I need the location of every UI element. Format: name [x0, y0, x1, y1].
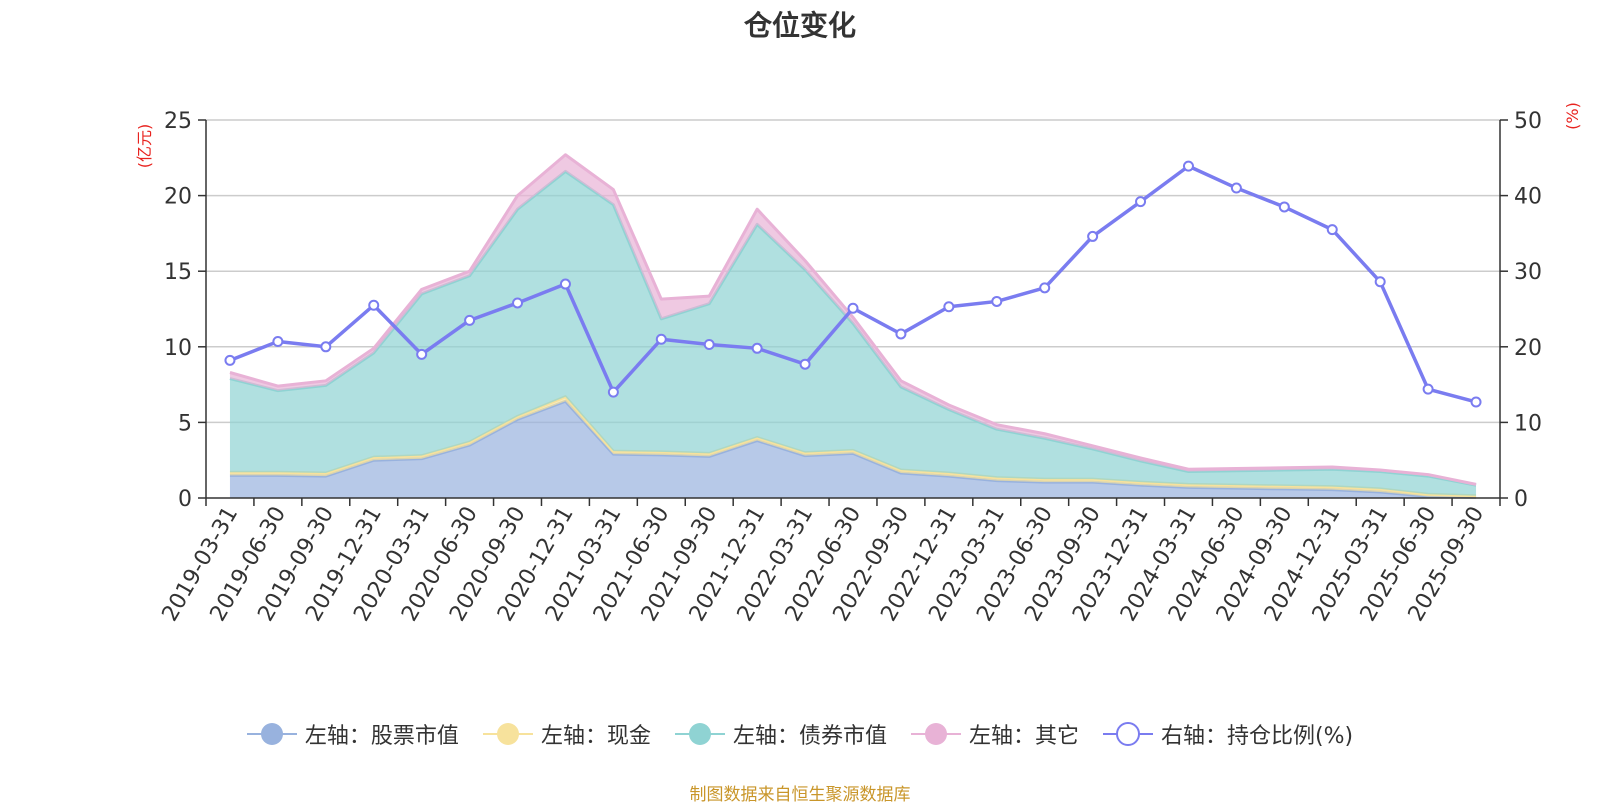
legend-item[interactable]: 左轴：股票市值: [246, 718, 459, 750]
ratio-point: [1087, 230, 1099, 242]
ratio-point: [655, 333, 667, 345]
legend-label: 左轴：股票市值: [304, 724, 459, 749]
ratio-point: [847, 302, 859, 314]
left-axis-unit: (亿元): [135, 124, 154, 169]
right-tick-label: 10: [1514, 411, 1542, 436]
legend-item[interactable]: 左轴：其它: [910, 718, 1079, 750]
ratio-point: [224, 354, 236, 366]
legend-item[interactable]: 左轴：现金: [482, 718, 651, 750]
ratio-point: [320, 341, 332, 353]
legend-marker-icon: [482, 723, 533, 745]
area-edge-左轴：其它: [229, 153, 1477, 486]
ratio-point: [1422, 383, 1434, 395]
ratio-point: [943, 301, 955, 313]
legend-marker-icon: [674, 723, 725, 745]
legend-label: 左轴：债券市值: [732, 724, 887, 749]
ratio-point: [272, 336, 284, 348]
ratio-point: [799, 358, 811, 370]
legend-item[interactable]: 右轴：持仓比例(%): [1102, 718, 1354, 750]
right-tick-label: 0: [1514, 487, 1528, 512]
ratio-point: [895, 328, 907, 340]
area-左轴：股票市值: [229, 401, 1477, 498]
ratio-point: [991, 295, 1003, 307]
ratio-point: [703, 339, 715, 351]
ratio-point: [368, 299, 380, 311]
source-note: 制图数据来自恒生聚源数据库: [689, 785, 911, 805]
left-tick-label: 5: [178, 411, 192, 436]
left-tick-label: 0: [178, 487, 192, 512]
ratio-point: [607, 386, 619, 398]
ratio-point: [1326, 224, 1338, 236]
legend-label: 左轴：现金: [540, 724, 651, 749]
legend-marker-icon: [246, 723, 297, 745]
right-tick-label: 50: [1514, 109, 1542, 134]
area-左轴：债券市值: [229, 171, 1477, 496]
right-axis-unit: (%): [1563, 102, 1582, 130]
ratio-point: [1039, 282, 1051, 294]
ratio-point: [1230, 182, 1242, 194]
ratio-point: [751, 342, 763, 354]
left-tick-label: 15: [164, 260, 192, 285]
right-tick-label: 20: [1514, 336, 1542, 361]
legend-label: 右轴：持仓比例(%): [1160, 724, 1354, 749]
legend-marker-icon: [910, 723, 961, 745]
right-tick-label: 30: [1514, 260, 1542, 285]
area-左轴：其它: [229, 154, 1477, 486]
left-tick-label: 20: [164, 185, 192, 210]
ratio-point: [1135, 196, 1147, 208]
ratio-point: [416, 348, 428, 360]
ratio-point: [464, 314, 476, 326]
legend-label: 左轴：其它: [968, 724, 1079, 749]
ratio-point: [512, 297, 524, 309]
ratio-point: [559, 278, 571, 290]
ratio-point: [1278, 201, 1290, 213]
ratio-point: [1470, 396, 1482, 408]
legend-marker-icon: [1102, 722, 1153, 746]
ratio-point: [1182, 160, 1194, 172]
legend-item[interactable]: 左轴：债券市值: [674, 718, 887, 750]
left-tick-label: 10: [164, 336, 192, 361]
right-tick-label: 40: [1514, 185, 1542, 210]
ratio-point: [1374, 276, 1386, 288]
left-tick-label: 25: [164, 109, 192, 134]
chart-title: 仓位变化: [743, 9, 856, 42]
legend: 左轴：股票市值 左轴：现金 左轴：债券市值 左轴：其它 右轴：持仓比例(%): [0, 718, 1600, 750]
